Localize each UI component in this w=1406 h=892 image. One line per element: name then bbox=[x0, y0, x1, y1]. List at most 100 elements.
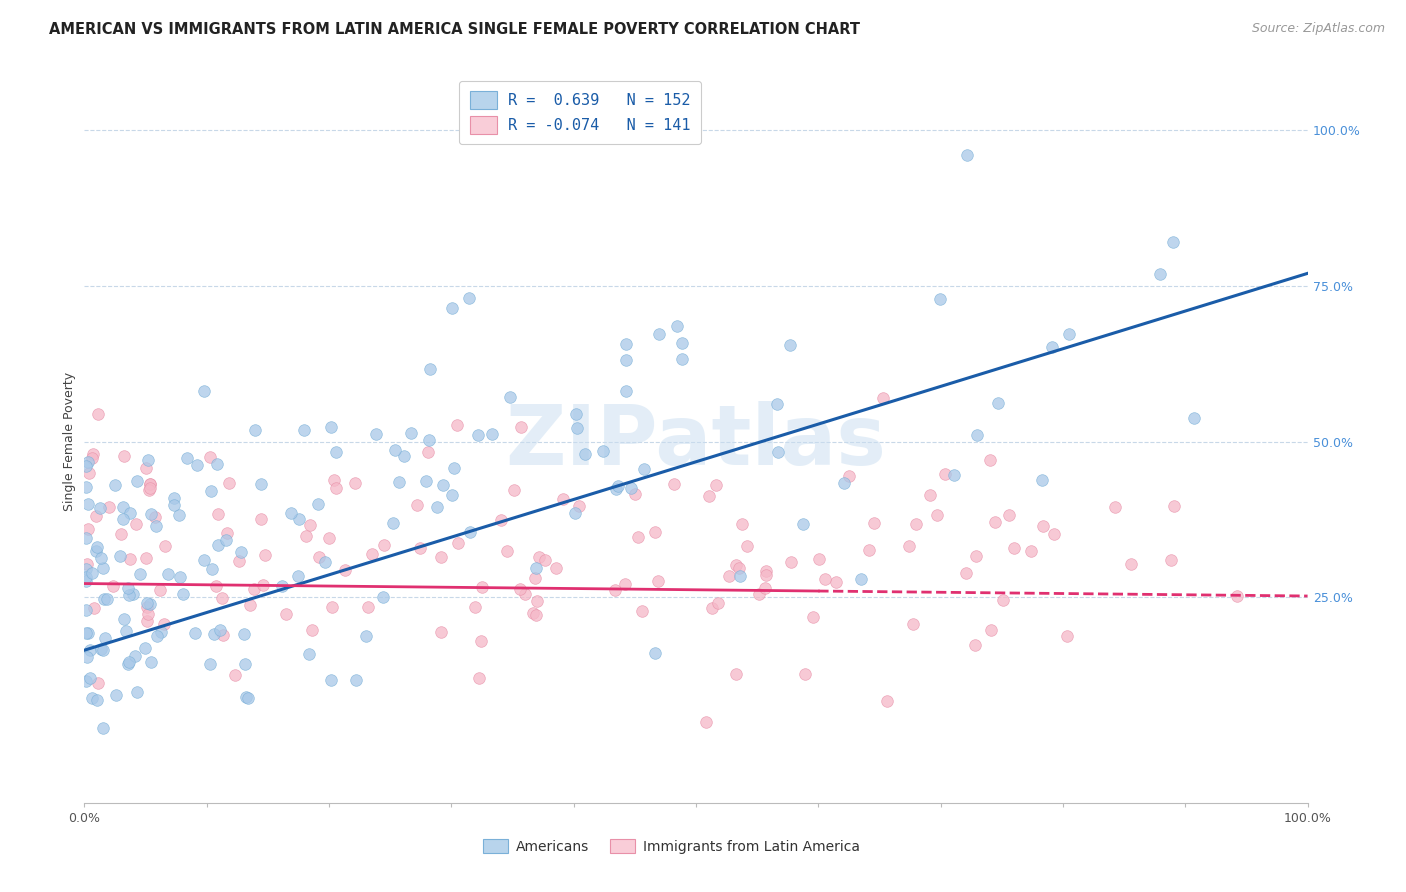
Point bbox=[499, 390, 522, 404]
Point bbox=[925, 508, 948, 522]
Point bbox=[141, 655, 163, 669]
Point bbox=[510, 419, 533, 434]
Point bbox=[614, 337, 637, 351]
Point bbox=[138, 453, 160, 467]
Point bbox=[243, 423, 266, 437]
Point bbox=[86, 541, 108, 555]
Point bbox=[186, 458, 208, 472]
Point bbox=[565, 421, 588, 435]
Point bbox=[418, 444, 440, 458]
Point bbox=[704, 477, 727, 491]
Point bbox=[813, 572, 835, 586]
Point bbox=[308, 550, 330, 565]
Point bbox=[801, 610, 824, 624]
Point bbox=[513, 586, 536, 600]
Point bbox=[200, 483, 222, 498]
Point bbox=[614, 352, 637, 367]
Point bbox=[574, 447, 596, 461]
Point bbox=[233, 657, 256, 671]
Point bbox=[735, 539, 758, 553]
Point bbox=[626, 530, 648, 544]
Point bbox=[117, 581, 139, 595]
Point bbox=[250, 477, 273, 491]
Point bbox=[79, 672, 101, 686]
Text: ZIPatlas: ZIPatlas bbox=[506, 401, 886, 482]
Point bbox=[280, 506, 302, 520]
Point bbox=[430, 625, 453, 640]
Point bbox=[522, 606, 544, 620]
Point bbox=[207, 538, 229, 552]
Point bbox=[215, 526, 238, 541]
Point bbox=[399, 426, 422, 441]
Point bbox=[388, 475, 411, 489]
Point bbox=[614, 577, 637, 591]
Point bbox=[172, 587, 194, 601]
Point bbox=[75, 602, 97, 616]
Point bbox=[1184, 410, 1206, 425]
Point bbox=[135, 551, 157, 566]
Point bbox=[101, 579, 124, 593]
Point bbox=[105, 688, 128, 702]
Point bbox=[122, 586, 145, 600]
Point bbox=[233, 627, 256, 641]
Point bbox=[228, 553, 250, 567]
Point bbox=[167, 508, 190, 523]
Point bbox=[79, 643, 101, 657]
Point bbox=[876, 693, 898, 707]
Point bbox=[201, 562, 224, 576]
Point bbox=[458, 524, 481, 539]
Point bbox=[527, 549, 550, 564]
Y-axis label: Single Female Poverty: Single Female Poverty bbox=[63, 372, 76, 511]
Point bbox=[343, 476, 366, 491]
Point bbox=[666, 318, 689, 333]
Legend: Americans, Immigrants from Latin America: Americans, Immigrants from Latin America bbox=[475, 832, 868, 861]
Point bbox=[344, 673, 367, 688]
Point bbox=[564, 506, 586, 520]
Point bbox=[807, 552, 830, 566]
Point bbox=[209, 624, 232, 638]
Point bbox=[75, 674, 97, 689]
Point bbox=[211, 591, 233, 606]
Point bbox=[373, 538, 395, 552]
Point bbox=[146, 629, 169, 643]
Point bbox=[87, 676, 110, 690]
Point bbox=[152, 616, 174, 631]
Point bbox=[446, 417, 468, 432]
Point bbox=[755, 568, 778, 582]
Point bbox=[858, 543, 880, 558]
Point bbox=[319, 673, 342, 688]
Point bbox=[112, 500, 135, 515]
Point bbox=[928, 293, 950, 307]
Point bbox=[118, 655, 141, 669]
Point bbox=[143, 509, 166, 524]
Point bbox=[748, 587, 770, 601]
Point bbox=[728, 561, 751, 575]
Point bbox=[75, 570, 97, 584]
Point bbox=[301, 624, 323, 638]
Point bbox=[568, 499, 591, 513]
Point bbox=[145, 519, 167, 533]
Point bbox=[162, 498, 184, 512]
Point bbox=[1149, 267, 1171, 281]
Point bbox=[205, 579, 228, 593]
Point bbox=[270, 579, 292, 593]
Point bbox=[1002, 541, 1025, 556]
Point bbox=[325, 481, 347, 495]
Point bbox=[524, 608, 547, 623]
Point bbox=[1163, 235, 1185, 249]
Point bbox=[212, 628, 235, 642]
Point bbox=[794, 667, 817, 681]
Point bbox=[75, 625, 97, 640]
Point bbox=[544, 561, 567, 575]
Point bbox=[754, 581, 776, 595]
Point bbox=[440, 301, 463, 315]
Point bbox=[432, 478, 454, 492]
Point bbox=[644, 646, 666, 660]
Point bbox=[631, 603, 654, 617]
Point bbox=[1057, 327, 1080, 342]
Point bbox=[163, 491, 186, 505]
Point bbox=[834, 476, 856, 491]
Point bbox=[564, 407, 586, 421]
Point bbox=[82, 447, 104, 461]
Point bbox=[605, 583, 627, 598]
